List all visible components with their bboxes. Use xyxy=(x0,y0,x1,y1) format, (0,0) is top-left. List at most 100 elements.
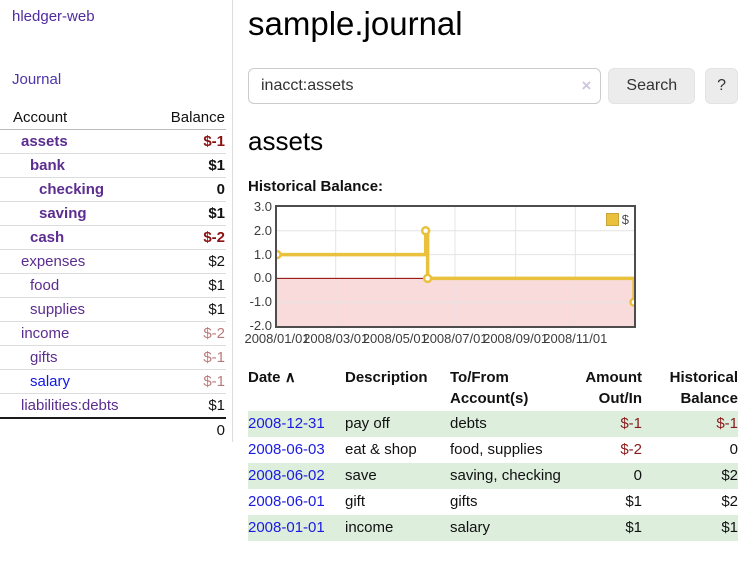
x-axis-tick-label: 2008/09/01 xyxy=(483,331,549,346)
accounts-table: Account Balance assets $-1 bank $1 checking 0… xyxy=(0,107,226,442)
main-content: sample.journal × Search ? assets Histori… xyxy=(244,0,738,541)
search-input[interactable] xyxy=(248,68,602,104)
account-row: food $1 xyxy=(0,273,226,298)
transaction-description: eat & shop xyxy=(345,441,417,458)
transaction-description: gift xyxy=(345,493,366,510)
register-header-description: Description xyxy=(345,369,428,386)
accounts-header-row: Account Balance xyxy=(0,107,226,130)
chart-plot-area: $ xyxy=(275,205,636,328)
account-row: bank $1 xyxy=(0,153,226,178)
account-row: expenses $2 xyxy=(0,249,226,274)
sidebar: hledger-web Journal Account Balance asse… xyxy=(0,0,233,442)
account-balance: $1 xyxy=(208,157,225,174)
y-axis-tick-label: 3.0 xyxy=(253,199,272,214)
account-row: gifts $-1 xyxy=(0,345,226,370)
sidebar-account-link[interactable]: bank xyxy=(30,157,66,174)
account-row: liabilities:debts $1 xyxy=(0,393,226,418)
sidebar-account-link[interactable]: saving xyxy=(39,205,87,222)
sidebar-account-link[interactable]: food xyxy=(30,277,60,294)
chart-legend: $ xyxy=(605,212,629,227)
transaction-row: 2008-06-02 save saving, checking 0 $2 xyxy=(248,463,738,489)
sidebar-account-link[interactable]: cash xyxy=(30,229,65,246)
transaction-date-link[interactable]: 2008-01-01 xyxy=(248,519,325,536)
sidebar-account-link[interactable]: assets xyxy=(21,133,68,150)
data-point xyxy=(629,297,634,307)
sidebar-account-link[interactable]: income xyxy=(21,325,70,342)
data-point xyxy=(422,273,433,284)
y-axis-tick-label: -1.0 xyxy=(249,294,272,310)
x-axis-tick-label: 2008/11/01 xyxy=(543,331,608,346)
account-row: salary $-1 xyxy=(0,369,226,394)
data-point xyxy=(420,226,431,236)
transaction-date-link[interactable]: 2008-06-02 xyxy=(248,467,325,484)
account-balance: $1 xyxy=(208,397,225,414)
transaction-description: pay off xyxy=(345,415,390,432)
transaction-description: income xyxy=(345,519,394,536)
account-balance: $1 xyxy=(208,301,225,318)
register-header-date[interactable]: Date ∧ xyxy=(248,369,296,386)
transaction-date-link[interactable]: 2008-06-01 xyxy=(248,493,325,510)
sidebar-account-link[interactable]: salary xyxy=(30,373,71,390)
register-header-row: Date ∧ Description To/From Account(s) Am… xyxy=(248,365,738,411)
y-axis-tick-label: -2.0 xyxy=(249,318,272,333)
transaction-accounts: gifts xyxy=(450,493,478,510)
transaction-date-link[interactable]: 2008-12-31 xyxy=(248,415,325,432)
chart-heading: Historical Balance: xyxy=(248,178,384,195)
transaction-accounts: food, supplies xyxy=(450,441,543,458)
accounts-header-account: Account xyxy=(0,107,155,130)
sidebar-item-journal[interactable]: Journal xyxy=(12,71,62,88)
sidebar-account-link[interactable]: supplies xyxy=(30,301,86,318)
x-axis-tick-label: 2008/01/01 xyxy=(244,331,310,346)
sidebar-account-link[interactable]: expenses xyxy=(21,253,86,270)
transaction-row: 2008-06-03 eat & shop food, supplies $-2 0 xyxy=(248,437,738,463)
legend-swatch xyxy=(605,213,619,226)
sort-ascending-icon: ∧ xyxy=(284,369,296,386)
brand-link[interactable]: hledger-web xyxy=(12,8,95,25)
transaction-balance: $1 xyxy=(721,519,738,536)
register-table: Date ∧ Description To/From Account(s) Am… xyxy=(248,365,738,541)
account-row: cash $-2 xyxy=(0,225,226,250)
legend-label: $ xyxy=(621,212,629,227)
account-row: income $-2 xyxy=(0,321,226,346)
account-balance: $-1 xyxy=(203,349,225,366)
account-balance: $-2 xyxy=(203,229,225,246)
account-balance: $1 xyxy=(208,277,225,294)
search-button[interactable]: Search xyxy=(608,68,696,104)
clear-search-icon[interactable]: × xyxy=(581,76,592,95)
y-axis-tick-label: 0.0 xyxy=(253,270,272,286)
accounts-total-row: 0 xyxy=(0,417,226,442)
account-row: assets $-1 xyxy=(0,130,226,154)
page-title: sample.journal xyxy=(248,5,463,42)
account-balance: $-1 xyxy=(203,373,225,390)
account-balance: $2 xyxy=(208,253,225,270)
account-balance: 0 xyxy=(216,181,225,198)
account-balance: $-1 xyxy=(203,133,225,150)
transaction-balance: $-1 xyxy=(716,415,738,432)
historical-balance-chart: 3.0 2.0 1.0 0.0 -1.0 -2.0 $2008/01/01 2008/03/0… xyxy=(244,199,668,348)
sidebar-account-link[interactable]: checking xyxy=(39,181,105,198)
account-row: supplies $1 xyxy=(0,297,226,322)
balance-line-chart xyxy=(277,207,634,326)
register-header-balance: Historical Balance xyxy=(669,369,738,407)
x-axis-tick-label: 2008/05/01 xyxy=(362,331,428,346)
transaction-row: 2008-01-01 income salary $1 $1 xyxy=(248,515,738,541)
sidebar-account-link[interactable]: gifts xyxy=(30,349,58,366)
register-header-amount: Amount Out/In xyxy=(585,369,642,407)
sidebar-account-link[interactable]: liabilities:debts xyxy=(21,397,119,414)
account-row: saving $1 xyxy=(0,201,226,226)
transaction-row: 2008-12-31 pay off debts $-1 $-1 xyxy=(248,411,738,437)
account-balance: $1 xyxy=(208,205,225,222)
transaction-accounts: debts xyxy=(450,415,487,432)
help-button[interactable]: ? xyxy=(705,68,738,104)
transaction-description: save xyxy=(345,467,377,484)
data-point xyxy=(277,249,282,260)
transaction-amount: $-1 xyxy=(620,415,642,432)
accounts-total-value: 0 xyxy=(154,417,226,442)
transaction-row: 2008-06-01 gift gifts $1 $2 xyxy=(248,489,738,515)
transaction-amount: $-2 xyxy=(620,441,642,458)
transaction-amount: $1 xyxy=(625,519,642,536)
transaction-balance: 0 xyxy=(729,441,738,458)
register-header-accounts: To/From Account(s) xyxy=(450,369,529,407)
transaction-balance: $2 xyxy=(721,493,738,510)
transaction-date-link[interactable]: 2008-06-03 xyxy=(248,441,325,458)
